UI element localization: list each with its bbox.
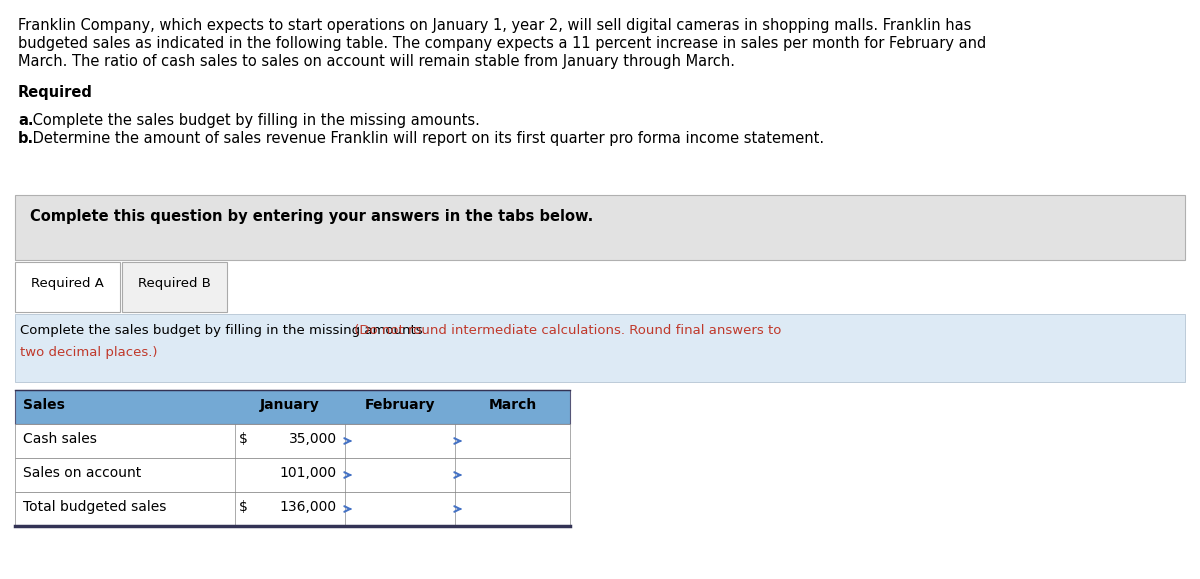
Bar — [14, 262, 120, 312]
Text: Complete this question by entering your answers in the tabs below.: Complete this question by entering your … — [30, 209, 593, 224]
Text: (Do not round intermediate calculations. Round final answers to: (Do not round intermediate calculations.… — [350, 324, 781, 337]
Text: 101,000: 101,000 — [280, 466, 337, 480]
Text: March: March — [488, 398, 536, 412]
Bar — [14, 424, 570, 458]
Text: Complete the sales budget by filling in the missing amounts.: Complete the sales budget by filling in … — [28, 113, 480, 128]
Text: February: February — [365, 398, 436, 412]
Text: 35,000: 35,000 — [289, 432, 337, 446]
Text: Total budgeted sales: Total budgeted sales — [23, 500, 167, 514]
Bar — [122, 262, 227, 312]
Text: Franklin Company, which expects to start operations on January 1, year 2, will s: Franklin Company, which expects to start… — [18, 18, 971, 33]
Text: Complete the sales budget by filling in the missing amounts.: Complete the sales budget by filling in … — [20, 324, 427, 337]
Bar — [14, 458, 570, 492]
Text: Sales on account: Sales on account — [23, 466, 142, 480]
Bar — [14, 390, 570, 424]
Bar — [14, 314, 1186, 382]
Text: two decimal places.): two decimal places.) — [20, 346, 157, 359]
Text: $: $ — [239, 432, 248, 446]
Text: b.: b. — [18, 131, 34, 146]
Text: Determine the amount of sales revenue Franklin will report on its first quarter : Determine the amount of sales revenue Fr… — [28, 131, 824, 146]
Text: March. The ratio of cash sales to sales on account will remain stable from Janua: March. The ratio of cash sales to sales … — [18, 54, 734, 69]
Text: budgeted sales as indicated in the following table. The company expects a 11 per: budgeted sales as indicated in the follo… — [18, 36, 986, 51]
Text: 136,000: 136,000 — [280, 500, 337, 514]
Bar — [14, 195, 1186, 260]
Bar — [14, 492, 570, 526]
Text: Required A: Required A — [31, 277, 104, 290]
Text: Cash sales: Cash sales — [23, 432, 97, 446]
Text: January: January — [260, 398, 320, 412]
Text: $: $ — [239, 500, 248, 514]
Text: Required B: Required B — [138, 277, 211, 290]
Text: Required: Required — [18, 85, 92, 100]
Text: a.: a. — [18, 113, 34, 128]
Text: Sales: Sales — [23, 398, 65, 412]
